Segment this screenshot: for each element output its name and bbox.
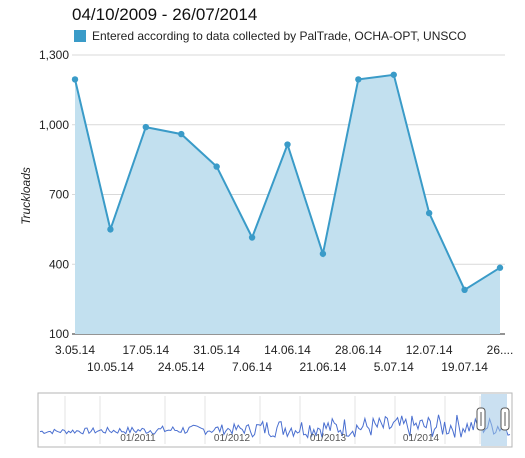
series-points [71, 71, 504, 294]
x-tick-label: 17.05.14 [122, 343, 169, 357]
x-tick-label: 5.07.14 [374, 360, 414, 374]
data-point[interactable] [213, 163, 220, 170]
data-point[interactable] [71, 76, 79, 83]
x-axis-ticks: 3.05.14 10.05.14 17.05.14 24.05.14 31.05.14 7… [55, 343, 513, 374]
navigator-label: 01/2012 [214, 433, 251, 444]
y-tick-label: 700 [49, 188, 69, 202]
data-point[interactable] [319, 250, 327, 257]
navigator-label: 01/2011 [120, 433, 156, 444]
y-tick-label: 1,000 [39, 118, 69, 132]
x-tick-label: 21.06.14 [300, 360, 347, 374]
data-point[interactable] [425, 209, 433, 217]
series-area-fill [75, 74, 500, 335]
navigator-left-handle[interactable] [476, 407, 486, 431]
legend-swatch [74, 30, 86, 42]
navigator-frame [37, 392, 513, 448]
y-tick-label: 400 [49, 257, 69, 271]
range-navigator[interactable]: 01/2011 01/2012 01/2013 01/2014 [37, 392, 513, 448]
data-point[interactable] [390, 71, 397, 78]
y-tick-label: 1,300 [39, 48, 69, 62]
x-tick-label: 19.07.14 [441, 360, 488, 374]
legend-label: Entered according to data collected by P… [92, 29, 466, 43]
chart-title: 04/10/2009 - 26/07/2014 [72, 5, 257, 24]
x-tick-label: 31.05.14 [193, 343, 240, 357]
x-tick-label: 3.05.14 [55, 343, 95, 357]
legend[interactable]: Entered according to data collected by P… [74, 29, 466, 43]
data-point[interactable] [178, 130, 185, 138]
data-point[interactable] [107, 226, 114, 233]
data-point[interactable] [142, 123, 150, 131]
x-tick-label: 24.05.14 [158, 360, 205, 374]
y-axis-title: Truckloads [19, 167, 33, 225]
data-point[interactable] [496, 264, 504, 271]
x-tick-label: 14.06.14 [264, 343, 311, 357]
x-tick-label: 26.... [487, 343, 514, 357]
navigator-right-handle[interactable] [500, 407, 510, 431]
data-point[interactable] [284, 141, 291, 148]
x-tick-label: 7.06.14 [232, 360, 272, 374]
x-tick-label: 12.07.14 [406, 343, 453, 357]
navigator-label: 01/2014 [403, 433, 440, 444]
data-point[interactable] [248, 234, 256, 241]
navigator-labels: 01/2011 01/2012 01/2013 01/2014 [120, 433, 439, 444]
x-tick-label: 10.05.14 [87, 360, 134, 374]
y-axis-ticks: 100 400 700 1,000 1,300 [39, 48, 69, 341]
navigator-label: 01/2013 [310, 433, 347, 444]
navigator-line [39, 414, 511, 439]
data-point[interactable] [461, 286, 468, 294]
data-point[interactable] [355, 76, 362, 83]
x-tick-label: 28.06.14 [335, 343, 382, 357]
y-tick-label: 100 [49, 327, 69, 341]
